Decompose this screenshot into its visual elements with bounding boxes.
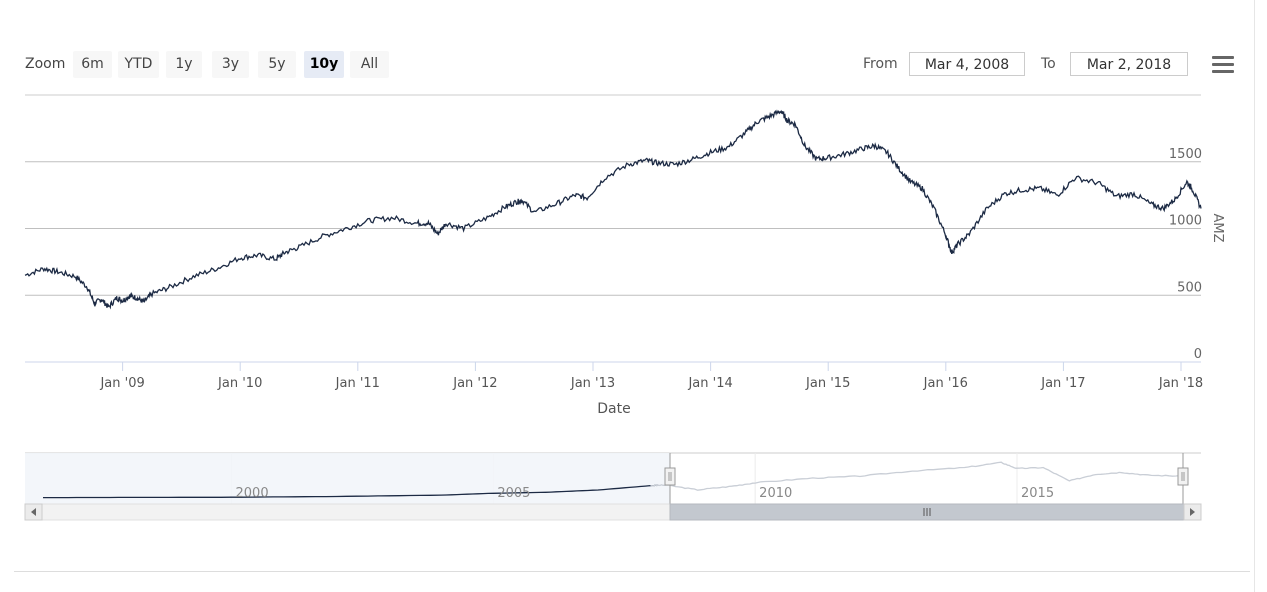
y-axis-ticks: 0 500 1000 1500 [1169,147,1202,362]
navigator-series-light [650,461,1184,491]
hamburger-menu-icon[interactable] [1212,56,1234,74]
scrollbar [24,503,1202,521]
x-tick-label: Jan '09 [99,376,144,391]
price-series-line [24,109,1202,310]
x-tick-label: Jan '18 [1158,376,1203,391]
scrollbar-thumb-grip-icon [923,508,931,516]
zoom-button-1y[interactable]: 1y [166,51,202,78]
navigator-left-handle[interactable] [664,467,676,486]
navigator-year-label: 2005 [497,486,530,501]
zoom-button-all[interactable]: All [350,51,389,78]
navigator: 2000 2005 2010 2015 [25,452,1201,505]
navigator-year-label: 2010 [759,486,792,501]
navigator-year-label: 2015 [1021,486,1054,501]
y-tick-label: 1000 [1169,214,1202,229]
zoom-button-3y[interactable]: 3y [212,51,249,78]
x-tick-label: Jan '16 [923,376,968,391]
chevron-left-icon [31,508,36,516]
x-tick-label: Jan '14 [687,376,732,391]
y-axis-title: AMZ [1210,213,1225,242]
x-axis-title: Date [597,401,630,417]
x-tick-label: Jan '12 [452,376,497,391]
chevron-right-icon [1190,508,1195,516]
page-edge-divider [1254,0,1255,592]
x-tick-label: Jan '13 [570,376,615,391]
y-tick-label: 500 [1177,280,1202,295]
to-label: To [1041,56,1056,72]
navigator-series-dark [43,484,659,499]
scroll-left-button[interactable] [24,503,43,521]
zoom-button-6m[interactable]: 6m [73,51,112,78]
zoom-button-5y[interactable]: 5y [258,51,296,78]
y-tick-label: 1500 [1169,147,1202,162]
zoom-button-10y[interactable]: 10y [304,51,344,78]
x-tick-label: Jan '11 [335,376,380,391]
navigator-year-label: 2000 [236,486,269,501]
x-tick-label: Jan '15 [805,376,850,391]
x-axis: Jan '09 Jan '10 Jan '11 Jan '12 Jan '13 Jan '… [99,362,1203,391]
grid-lines [25,94,1201,363]
navigator-right-handle[interactable] [1177,467,1189,486]
to-date-input[interactable]: Mar 2, 2018 [1070,52,1188,76]
from-label: From [863,56,898,72]
x-tick-label: Jan '10 [217,376,262,391]
footer-divider [14,571,1250,572]
from-date-input[interactable]: Mar 4, 2008 [909,52,1025,76]
x-tick-label: Jan '17 [1040,376,1085,391]
zoom-label: Zoom [25,56,66,72]
y-tick-label: 0 [1194,347,1202,362]
scroll-right-button[interactable] [1183,503,1202,521]
zoom-button-ytd[interactable]: YTD [118,51,159,78]
